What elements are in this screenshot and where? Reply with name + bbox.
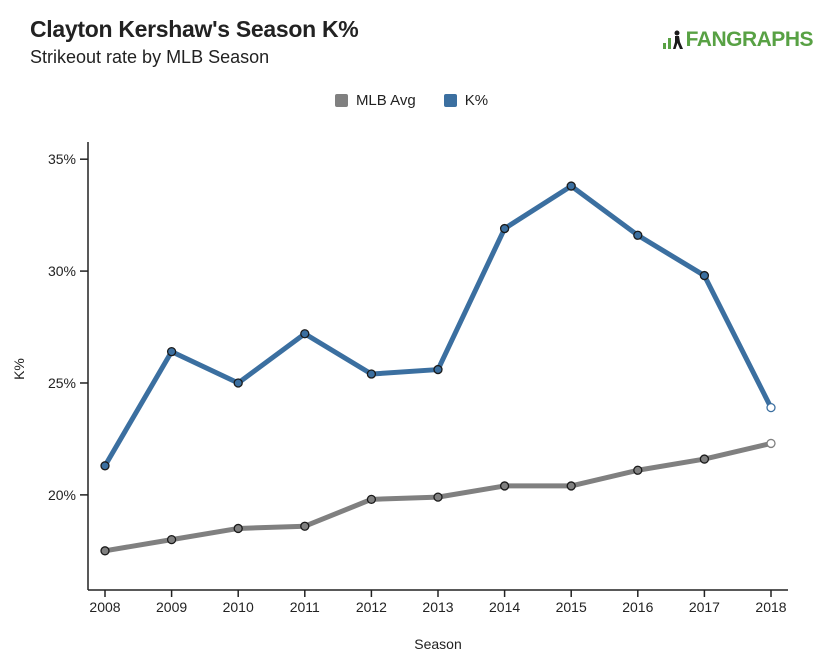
data-point-mlb-avg — [233, 523, 243, 534]
x-tick-label: 2014 — [489, 599, 520, 615]
data-point-k — [100, 461, 110, 471]
legend-label-mlb-avg: MLB Avg — [355, 92, 416, 109]
x-tick-label: 2009 — [156, 599, 187, 615]
data-point-mlb-avg — [566, 481, 576, 491]
series-k — [100, 181, 776, 471]
data-point-k — [699, 270, 710, 281]
data-point-k — [633, 230, 643, 240]
legend-item-k-pct[interactable]: K% — [443, 92, 489, 109]
x-tick-label: 2016 — [622, 599, 653, 615]
data-point-mlb-avg — [366, 494, 377, 505]
legend-label-k-pct: K% — [464, 92, 489, 109]
y-tick-label: 25% — [48, 375, 76, 391]
data-point-k — [300, 329, 310, 339]
chart-subtitle: Strikeout rate by MLB Season — [30, 47, 270, 67]
fangraphs-logo[interactable]: FANGRAPHS — [662, 28, 814, 52]
fangraphs-logo-text: FANGRAPHS — [685, 28, 814, 51]
x-tick-label: 2010 — [223, 599, 254, 615]
data-point-mlb-avg — [633, 465, 643, 475]
data-point-k — [766, 402, 776, 413]
data-point-mlb-avg — [766, 438, 776, 449]
data-point-k — [433, 364, 443, 375]
y-tick-label: 30% — [48, 263, 76, 279]
fangraphs-logo-icon — [662, 30, 683, 49]
x-axis-title: Season — [414, 636, 461, 652]
data-point-k — [233, 378, 243, 388]
legend-item-mlb-avg[interactable]: MLB Avg — [334, 92, 416, 109]
data-point-mlb-avg — [699, 454, 710, 464]
y-tick-label: 35% — [48, 151, 76, 167]
x-tick-label: 2018 — [755, 599, 786, 615]
data-point-mlb-avg — [300, 521, 310, 531]
data-point-k — [166, 347, 177, 357]
data-point-mlb-avg — [433, 492, 443, 502]
x-tick-label: 2015 — [556, 599, 587, 615]
data-point-mlb-avg — [166, 534, 177, 545]
y-tick-label: 20% — [48, 487, 76, 503]
chart-legend: MLB Avg K% — [0, 92, 823, 109]
series-line-k — [102, 183, 774, 469]
y-axis: 20% 25% 30% 35% — [48, 142, 89, 590]
data-point-mlb-avg — [499, 481, 510, 491]
y-axis-title: K% — [11, 358, 27, 380]
chart-title: Clayton Kershaw's Season K% — [30, 16, 359, 42]
x-tick-label: 2017 — [689, 599, 720, 615]
data-point-k — [366, 369, 377, 379]
x-tick-label: 2008 — [89, 599, 120, 615]
series-mlb-avg — [100, 438, 776, 556]
legend-swatch-mlb-avg — [334, 94, 348, 107]
x-tick-label: 2011 — [290, 599, 320, 615]
x-tick-label: 2012 — [356, 599, 387, 615]
legend-swatch-k-pct — [443, 94, 457, 107]
data-point-k — [566, 181, 576, 191]
x-axis: 2008 2009 2010 2011 2012 2013 2014 2015 2016 2017… — [88, 589, 788, 615]
series-layer — [100, 181, 776, 556]
x-tick-label: 2013 — [422, 599, 453, 615]
data-point-k — [499, 223, 510, 234]
data-point-mlb-avg — [100, 546, 110, 556]
